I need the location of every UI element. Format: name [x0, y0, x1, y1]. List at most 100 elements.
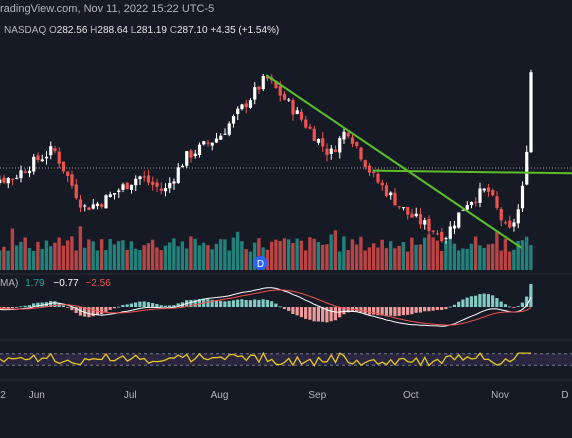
- volume-bar: [121, 240, 124, 270]
- macd-histogram-bar: [113, 307, 116, 308]
- macd-histogram-bar: [444, 307, 447, 309]
- volume-bar: [300, 241, 303, 270]
- volume-bar: [142, 245, 145, 270]
- volume-bar: [321, 245, 324, 270]
- volume-bar: [525, 237, 528, 270]
- candle-pane: [0, 70, 533, 244]
- candle-body: [478, 188, 481, 202]
- volume-bar: [470, 244, 473, 270]
- candle-body: [79, 200, 82, 208]
- close-value: 287.10: [177, 25, 208, 36]
- volume-bar: [291, 243, 294, 270]
- candle-body: [211, 143, 214, 146]
- macd-histogram-bar: [126, 304, 129, 307]
- candle-body: [130, 185, 133, 190]
- volume-bar: [223, 239, 226, 270]
- candle-body: [104, 195, 107, 208]
- volume-bar: [40, 249, 43, 270]
- candle-body: [512, 222, 515, 226]
- volume-bar: [189, 236, 192, 270]
- volume-bar: [431, 237, 434, 270]
- volume-bar: [125, 250, 128, 270]
- candle-body: [87, 207, 90, 210]
- volume-bar: [70, 236, 73, 270]
- volume-bar: [329, 234, 332, 270]
- volume-bar: [96, 250, 99, 270]
- macd-histogram-bar: [321, 307, 324, 322]
- candle-body: [24, 171, 27, 172]
- macd-histogram-bar: [66, 307, 69, 308]
- volume-bar: [151, 240, 154, 270]
- volume-bar: [406, 252, 409, 270]
- time-axis-tick-label: Nov: [491, 390, 509, 401]
- candle-body: [406, 207, 409, 215]
- macd-histogram-bar: [330, 307, 333, 321]
- candle-body: [100, 204, 103, 207]
- candle-body: [240, 104, 243, 109]
- volume-bar: [164, 246, 167, 270]
- symbol-label: NASDAQ: [4, 25, 46, 36]
- volume-bar: [453, 244, 456, 270]
- volume-bar: [2, 247, 5, 270]
- candle-body: [296, 110, 299, 114]
- volume-bar: [487, 244, 490, 270]
- macd-histogram-bar: [398, 307, 401, 316]
- macd-histogram-bar: [359, 307, 362, 312]
- volume-bar: [117, 241, 120, 270]
- volume-bar: [270, 242, 273, 270]
- candle-body: [236, 109, 239, 114]
- volume-bar: [15, 246, 18, 270]
- volume-bar: [402, 242, 405, 270]
- candle-body: [457, 212, 460, 227]
- candle-body: [338, 138, 341, 152]
- volume-bar: [134, 249, 137, 270]
- volume-bar: [287, 239, 290, 270]
- macd-histogram-bar: [11, 307, 14, 308]
- candle-body: [70, 174, 73, 185]
- macd-legend-label: MA): [0, 278, 18, 289]
- volume-bar: [11, 229, 14, 270]
- volume-bar: [87, 239, 90, 270]
- candle-body: [291, 100, 294, 114]
- volume-bar: [363, 250, 366, 270]
- volume-bar: [36, 242, 39, 270]
- macd-histogram-bar: [483, 294, 486, 307]
- macd-histogram-bar: [406, 307, 409, 315]
- candle-body: [487, 188, 490, 192]
- trendline-descending: [266, 75, 521, 248]
- candle-body: [19, 170, 22, 178]
- macd-histogram-bar: [504, 304, 507, 307]
- macd-histogram-bar: [236, 300, 239, 307]
- candle-body: [453, 226, 456, 229]
- candle-body: [202, 141, 205, 144]
- volume-bar: [308, 237, 311, 270]
- candle-body: [279, 86, 282, 96]
- time-axis-tick-label: Sep: [308, 390, 326, 401]
- candle-body: [368, 166, 371, 173]
- volume-bar: [113, 244, 116, 270]
- volume-bar: [79, 226, 82, 270]
- candle-body: [215, 139, 218, 143]
- volume-bar: [368, 247, 371, 270]
- candle-body: [134, 179, 137, 185]
- macd-histogram-bar: [334, 307, 337, 320]
- candle-body: [160, 189, 163, 191]
- macd-histogram-bar: [151, 303, 154, 307]
- candle-body: [83, 206, 86, 207]
- macd-histogram-bar: [62, 306, 65, 307]
- volume-bar: [202, 243, 205, 270]
- candle-body: [466, 205, 469, 210]
- volume-bar: [206, 245, 209, 270]
- candle-body: [517, 209, 520, 223]
- candle-body: [121, 184, 124, 190]
- volume-bar: [28, 248, 31, 270]
- volume-bar: [130, 241, 133, 270]
- volume-bar: [512, 250, 515, 270]
- macd-histogram-bar: [470, 296, 473, 307]
- candle-body: [45, 157, 48, 159]
- volume-bar: [338, 251, 341, 270]
- candle-body: [206, 142, 209, 143]
- macd-histogram-bar: [138, 302, 141, 307]
